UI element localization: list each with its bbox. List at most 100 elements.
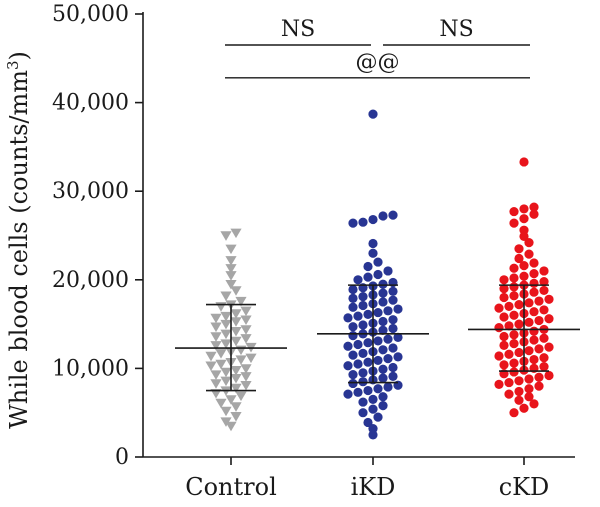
ikd-data-point (348, 370, 358, 380)
ikd-data-point (348, 378, 358, 389)
control-data-point (240, 325, 252, 335)
ikd-data-point (358, 320, 368, 330)
ikd-data-point (383, 266, 393, 276)
control-data-point (240, 306, 252, 317)
control-data-point (220, 319, 232, 330)
ikd-data-point (353, 275, 363, 285)
ckd-data-point (519, 261, 529, 271)
ikd-data-point (383, 306, 393, 316)
control-data-point (240, 334, 252, 344)
ikd-data-point (378, 364, 388, 374)
ckd-data-point (524, 374, 534, 384)
ikd-data-point (368, 430, 378, 440)
control-data-point (225, 421, 237, 432)
control-data-point (210, 332, 222, 342)
ckd-data-point (529, 278, 539, 288)
y-tick-label: 10,000 (52, 356, 129, 381)
ckd-data-point (509, 218, 519, 228)
ckd-data-point (539, 353, 549, 363)
ckd-data-point (499, 284, 509, 294)
control-data-point (215, 359, 227, 370)
ikd-data-point (363, 338, 373, 348)
ikd-data-point (378, 316, 388, 327)
ikd-data-point (373, 355, 383, 366)
ikd-data-point (343, 313, 353, 323)
ikd-data-point (358, 368, 368, 378)
y-tick-label: 40,000 (52, 91, 129, 116)
control-data-point (220, 376, 232, 387)
ckd-data-point (539, 285, 549, 296)
ikd-data-point (383, 382, 393, 392)
ikd-data-point (388, 286, 398, 296)
ikd-data-point (383, 334, 393, 344)
ckd-data-point (534, 315, 544, 326)
ckd-data-point (509, 338, 519, 349)
ckd-data-point (509, 408, 519, 418)
ckd-data-point (499, 340, 509, 350)
ckd-data-point (519, 157, 529, 167)
control-data-point (225, 395, 237, 405)
control-data-point (230, 373, 242, 384)
control-data-point (240, 372, 252, 382)
control-data-point (235, 355, 247, 365)
control-data-point (215, 398, 227, 409)
ckd-data-point (529, 268, 539, 279)
control-data-point (230, 228, 242, 239)
significance-label: NS (439, 17, 473, 42)
control-data-point (230, 365, 242, 376)
control-data-point (230, 326, 242, 337)
ikd-data-point (343, 361, 353, 371)
ckd-data-point (504, 377, 514, 388)
ckd-data-point (539, 305, 549, 315)
ckd-data-point (539, 362, 549, 372)
x-tick-label: iKD (351, 473, 396, 501)
significance-label: @@ (356, 50, 400, 75)
ckd-data-point (514, 347, 524, 358)
ikd-data-point (363, 385, 373, 396)
ikd-data-point (348, 350, 358, 360)
ckd-data-point (524, 298, 534, 308)
control-data-point (225, 244, 237, 255)
ckd-data-point (504, 321, 514, 331)
ckd-data-point (514, 376, 524, 386)
ikd-data-point (373, 412, 383, 422)
ckd-data-point (514, 386, 524, 397)
ikd-data-point (373, 384, 383, 394)
ikd-data-point (378, 288, 388, 298)
ikd-data-point (353, 339, 363, 350)
ikd-data-point (368, 248, 378, 258)
ckd-data-point (509, 273, 519, 283)
ckd-data-point (494, 379, 504, 389)
ckd-data-point (519, 231, 529, 241)
control-data-point (230, 286, 242, 296)
control-data-point (230, 309, 242, 319)
ikd-data-point (373, 269, 383, 280)
control-data-point (230, 402, 242, 412)
x-tick-label: Control (185, 473, 277, 501)
ckd-data-point (509, 291, 519, 301)
ikd-data-point (388, 343, 398, 353)
ckd-data-point (539, 266, 549, 276)
control-data-point (220, 339, 232, 349)
ckd-data-point (509, 206, 519, 217)
ikd-data-point (368, 214, 378, 225)
ikd-data-point (393, 304, 403, 314)
ikd-data-point (388, 362, 398, 373)
ikd-data-point (383, 354, 393, 364)
control-data-point (205, 351, 217, 362)
ckd-data-point (544, 294, 554, 304)
ikd-data-point (348, 302, 358, 312)
ckd-data-point (529, 399, 539, 409)
control-data-point (210, 370, 222, 380)
control-data-point (235, 345, 247, 356)
significance-label: NS (281, 17, 315, 42)
ikd-data-point (348, 218, 358, 228)
ikd-data-point (368, 238, 378, 249)
ckd-data-point (504, 301, 514, 311)
ckd-data-point (509, 310, 519, 320)
control-data-point (220, 329, 232, 340)
ckd-data-point (499, 275, 509, 285)
significance-annotations: NS NS @@ (225, 17, 530, 79)
control-data-point (220, 406, 232, 417)
ckd-data-point (514, 395, 524, 405)
